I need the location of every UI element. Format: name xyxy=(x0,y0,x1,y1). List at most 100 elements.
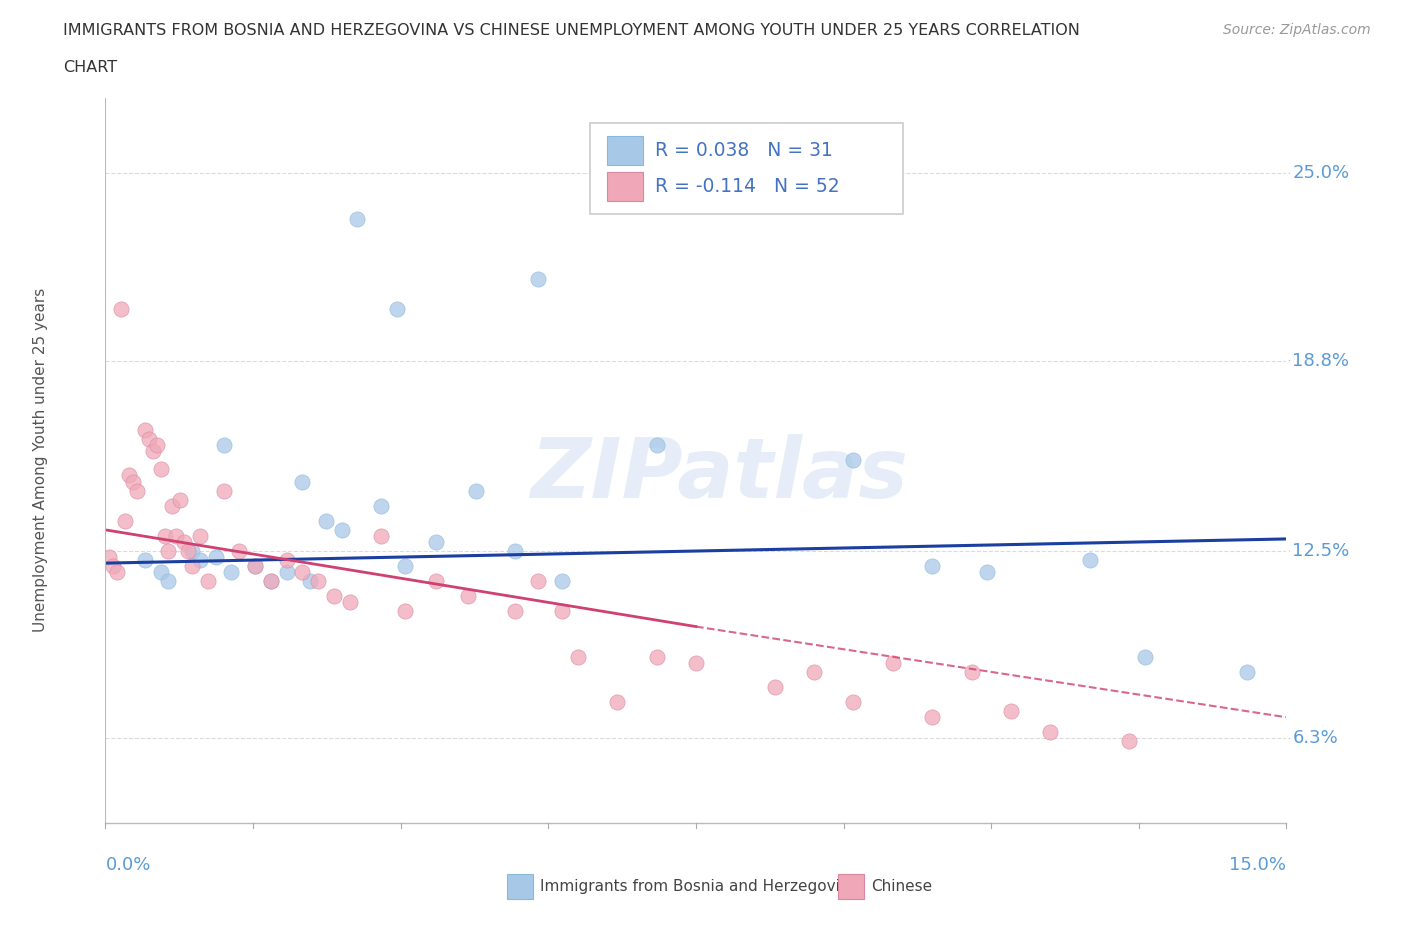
Point xyxy=(394,604,416,619)
Point xyxy=(921,559,943,574)
Point xyxy=(291,474,314,489)
Point xyxy=(243,559,266,574)
Point xyxy=(134,422,156,438)
FancyBboxPatch shape xyxy=(607,172,643,202)
Point xyxy=(138,432,160,446)
Text: 0.0%: 0.0% xyxy=(105,856,150,873)
Point xyxy=(763,680,786,695)
Text: Chinese: Chinese xyxy=(870,880,932,895)
Text: Immigrants from Bosnia and Herzegovina: Immigrants from Bosnia and Herzegovina xyxy=(540,880,859,895)
Point xyxy=(122,474,145,489)
Point xyxy=(276,565,298,579)
Text: R = -0.114   N = 52: R = -0.114 N = 52 xyxy=(655,178,839,196)
Point xyxy=(181,559,204,574)
Text: 6.3%: 6.3% xyxy=(1292,729,1339,748)
Point xyxy=(173,535,195,550)
Point xyxy=(645,438,668,453)
Point xyxy=(243,559,266,574)
Point xyxy=(188,528,211,543)
FancyBboxPatch shape xyxy=(607,136,643,166)
Point xyxy=(1118,734,1140,749)
FancyBboxPatch shape xyxy=(508,874,533,899)
Point xyxy=(114,513,136,528)
Point xyxy=(457,589,479,604)
Point xyxy=(1133,649,1156,664)
Point xyxy=(370,528,392,543)
Point xyxy=(551,604,574,619)
Text: Unemployment Among Youth under 25 years: Unemployment Among Youth under 25 years xyxy=(32,288,48,632)
Point xyxy=(181,543,204,558)
Point xyxy=(188,552,211,567)
Point xyxy=(169,492,191,507)
Point xyxy=(149,462,172,477)
Point xyxy=(1000,704,1022,719)
Point xyxy=(503,543,526,558)
Point xyxy=(567,649,589,664)
Point xyxy=(921,710,943,724)
Text: R = 0.038   N = 31: R = 0.038 N = 31 xyxy=(655,141,832,160)
Point xyxy=(645,649,668,664)
Point xyxy=(260,574,283,589)
Point xyxy=(842,695,865,710)
Point xyxy=(165,528,187,543)
Point xyxy=(394,559,416,574)
Point xyxy=(110,301,132,316)
Point xyxy=(118,468,141,483)
Text: Source: ZipAtlas.com: Source: ZipAtlas.com xyxy=(1223,23,1371,37)
Point xyxy=(346,211,368,226)
FancyBboxPatch shape xyxy=(838,874,863,899)
Point xyxy=(1039,725,1062,740)
Point xyxy=(212,484,235,498)
Point xyxy=(330,523,353,538)
Point xyxy=(221,565,243,579)
Point xyxy=(291,565,314,579)
Point xyxy=(1236,664,1258,679)
Text: CHART: CHART xyxy=(63,60,117,75)
Text: 18.8%: 18.8% xyxy=(1292,352,1350,369)
Point xyxy=(149,565,172,579)
Point xyxy=(527,574,550,589)
Text: IMMIGRANTS FROM BOSNIA AND HERZEGOVINA VS CHINESE UNEMPLOYMENT AMONG YOUTH UNDER: IMMIGRANTS FROM BOSNIA AND HERZEGOVINA V… xyxy=(63,23,1080,38)
Point xyxy=(299,574,322,589)
Point xyxy=(425,535,447,550)
Point xyxy=(212,438,235,453)
Point xyxy=(105,565,128,579)
Text: 25.0%: 25.0% xyxy=(1292,165,1350,182)
Point xyxy=(153,528,176,543)
Point xyxy=(464,484,486,498)
Point xyxy=(125,484,148,498)
Point xyxy=(606,695,628,710)
Point xyxy=(162,498,184,513)
Point xyxy=(385,301,408,316)
Point xyxy=(145,438,167,453)
Point xyxy=(370,498,392,513)
Point xyxy=(1078,552,1101,567)
Point xyxy=(307,574,329,589)
Point xyxy=(322,589,344,604)
Point xyxy=(551,574,574,589)
Point xyxy=(842,453,865,468)
Point xyxy=(98,550,121,565)
Point xyxy=(803,664,825,679)
Point xyxy=(228,543,250,558)
Point xyxy=(882,656,904,671)
Point xyxy=(503,604,526,619)
Point xyxy=(315,513,337,528)
Point xyxy=(142,444,165,458)
Point xyxy=(157,543,180,558)
Text: 12.5%: 12.5% xyxy=(1292,542,1350,560)
Point xyxy=(527,272,550,286)
Point xyxy=(204,550,226,565)
Point xyxy=(177,543,200,558)
Point xyxy=(976,565,998,579)
Point xyxy=(960,664,983,679)
FancyBboxPatch shape xyxy=(589,123,903,214)
Point xyxy=(425,574,447,589)
Point xyxy=(685,656,707,671)
Point xyxy=(276,552,298,567)
Point xyxy=(339,595,361,610)
Text: ZIPatlas: ZIPatlas xyxy=(530,434,908,515)
Point xyxy=(260,574,283,589)
Point xyxy=(134,552,156,567)
Text: 15.0%: 15.0% xyxy=(1229,856,1286,873)
